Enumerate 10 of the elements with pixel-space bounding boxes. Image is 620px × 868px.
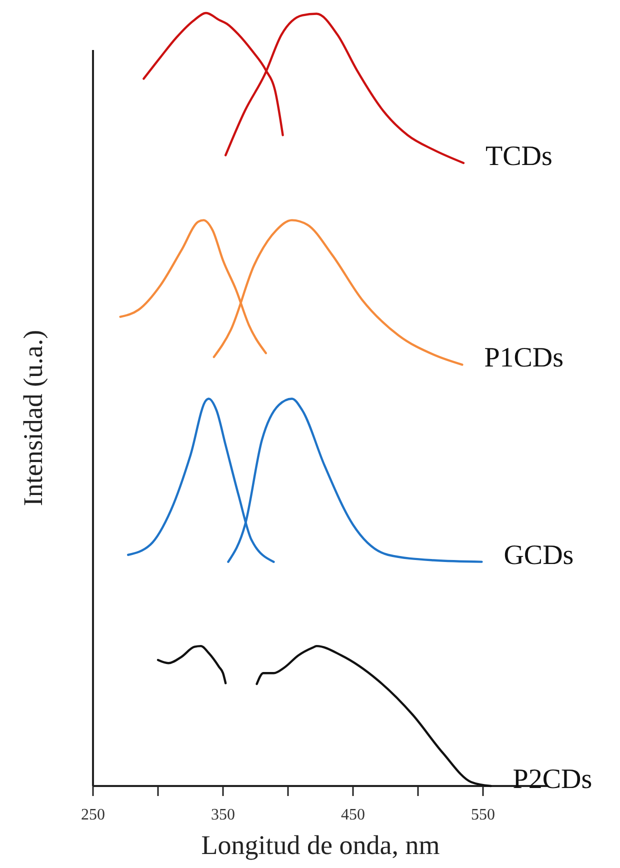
x-tick-label: 350 [211,806,235,824]
x-tick-label: 450 [341,806,365,824]
series-label: P1CDs [484,342,564,374]
series-label: GCDs [504,540,574,571]
series-label: TCDs [486,140,552,172]
x-tick-label: 550 [471,806,495,824]
x-axis-title: Longitud de onda, nm [201,830,440,860]
x-tick-label: 250 [81,806,105,824]
y-axis-title: Intensidad (u.a.) [18,330,48,506]
series-label: P2CDs [512,764,592,795]
